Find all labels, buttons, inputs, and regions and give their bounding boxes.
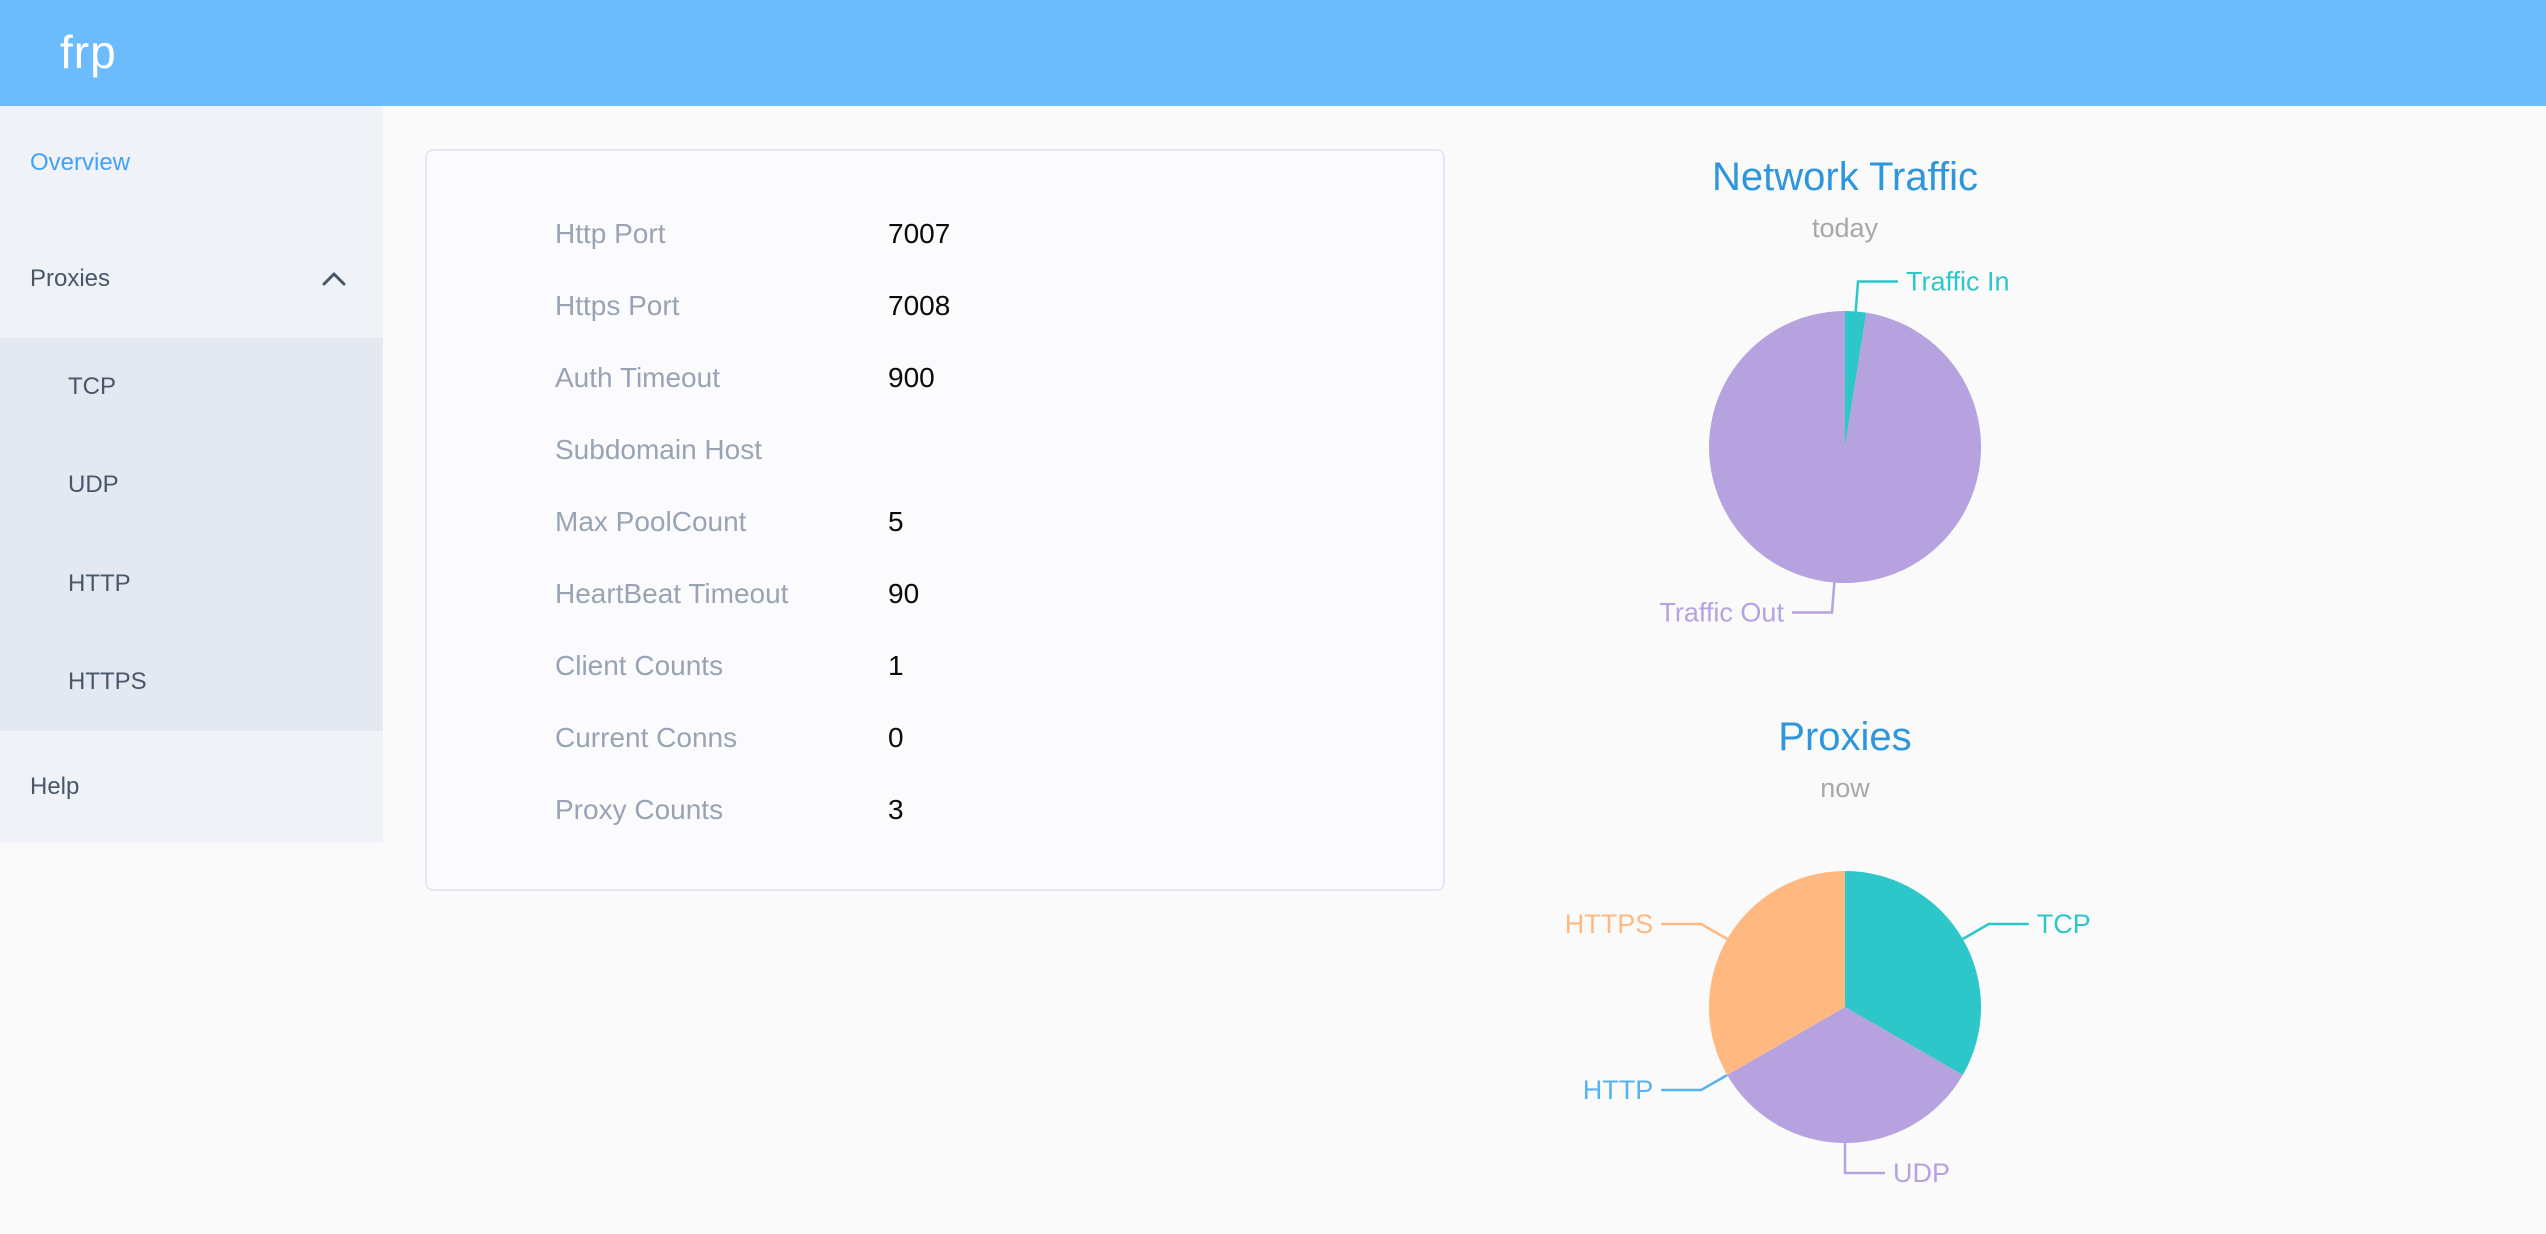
info-label: Http Port bbox=[555, 218, 666, 249]
info-row: Https Port 7008 bbox=[427, 270, 1443, 342]
info-value: 7007 bbox=[888, 218, 951, 249]
pie-slice-https bbox=[1708, 871, 1845, 1075]
pie-slice-traffic-in bbox=[1845, 311, 1867, 447]
pie-label-http: HTTP bbox=[1583, 1075, 1654, 1105]
info-row: Auth Timeout 900 bbox=[427, 342, 1443, 414]
info-value: 90 bbox=[888, 578, 920, 609]
sidebar-item-help[interactable]: Help bbox=[30, 773, 80, 800]
pie-label-traffic-out: Traffic Out bbox=[1659, 597, 1784, 627]
sidebar-item-proxies[interactable]: Proxies bbox=[0, 220, 383, 338]
network-traffic-chart: Network Traffic today Traffic In Traffic … bbox=[1495, 140, 2195, 700]
pie-label-traffic-in: Traffic In bbox=[1906, 267, 2010, 297]
pie-label-line-traffic-in bbox=[1854, 280, 1899, 312]
proxies-chart: Proxies now TCP UDP HTTP HTTPS bbox=[1495, 700, 2195, 1234]
info-value: 3 bbox=[888, 794, 904, 825]
info-label: Subdomain Host bbox=[555, 434, 763, 465]
chart-subtitle: now bbox=[1820, 773, 1870, 803]
info-label: Max PoolCount bbox=[555, 506, 747, 537]
chevron-up-icon bbox=[322, 272, 346, 286]
server-info-list: Http Port 7007 Https Port 7008 Auth Timeout 9… bbox=[427, 198, 1443, 846]
info-value: 7008 bbox=[888, 290, 951, 321]
app-logo: frp bbox=[60, 26, 117, 78]
chart-title: Proxies bbox=[1778, 715, 1912, 759]
pie-label-https: HTTPS bbox=[1565, 909, 1654, 939]
info-label: Current Conns bbox=[555, 722, 738, 753]
pie-slice-udp bbox=[1727, 1007, 1963, 1144]
chart-subtitle: today bbox=[1811, 213, 1879, 243]
info-label: Client Counts bbox=[555, 650, 724, 681]
sidebar-submenu: TCP UDP HTTP HTTPS bbox=[0, 338, 383, 731]
sidebar-item-overview[interactable]: Overview bbox=[30, 149, 131, 176]
pie-label-line-traffic-out bbox=[1791, 582, 1836, 614]
info-value: 900 bbox=[888, 362, 935, 393]
info-row: Max PoolCount 5 bbox=[427, 486, 1443, 558]
sidebar-item-tcp[interactable]: TCP bbox=[68, 373, 116, 401]
pie-slice-tcp bbox=[1845, 871, 1982, 1075]
app-header: frp bbox=[0, 0, 2546, 106]
info-row: Client Counts 1 bbox=[427, 630, 1443, 702]
pie-label-line-udp bbox=[1843, 1143, 1885, 1175]
pie-label-udp: UDP bbox=[1893, 1158, 1950, 1188]
info-label: Auth Timeout bbox=[555, 362, 720, 393]
info-label: HeartBeat Timeout bbox=[555, 578, 789, 609]
server-info-card: Http Port 7007 Https Port 7008 Auth Timeout 9… bbox=[425, 149, 1445, 891]
info-row: Current Conns 0 bbox=[427, 702, 1443, 774]
pie-label-line-tcp bbox=[1962, 922, 2029, 941]
info-row: Http Port 7007 bbox=[427, 198, 1443, 270]
info-row: Subdomain Host bbox=[427, 414, 1443, 486]
info-row: Proxy Counts 3 bbox=[427, 774, 1443, 846]
info-value: 0 bbox=[888, 722, 904, 753]
info-value: 1 bbox=[888, 650, 904, 681]
info-label: Proxy Counts bbox=[555, 794, 724, 825]
pie-chart-canvas: TCP UDP HTTP HTTPS bbox=[1565, 871, 2091, 1188]
sidebar-item-https[interactable]: HTTPS bbox=[68, 667, 147, 695]
pie-chart-canvas: Traffic In Traffic Out bbox=[1659, 267, 2010, 628]
sidebar-item-label: Proxies bbox=[30, 265, 111, 292]
sidebar-item-udp[interactable]: UDP bbox=[68, 471, 119, 499]
pie-label-line-https bbox=[1661, 922, 1728, 941]
pie-label-line-http bbox=[1661, 1073, 1728, 1092]
sidebar-nav: Overview Proxies TCP UDP HTTP HTTPS Help bbox=[0, 106, 383, 843]
chart-title: Network Traffic bbox=[1712, 155, 1978, 199]
info-label: Https Port bbox=[555, 290, 680, 321]
sidebar-item-http[interactable]: HTTP bbox=[68, 569, 131, 597]
pie-slice-traffic-out bbox=[1709, 311, 1982, 583]
info-value: 5 bbox=[888, 506, 904, 537]
pie-label-tcp: TCP bbox=[2037, 909, 2091, 939]
info-row: HeartBeat Timeout 90 bbox=[427, 558, 1443, 630]
